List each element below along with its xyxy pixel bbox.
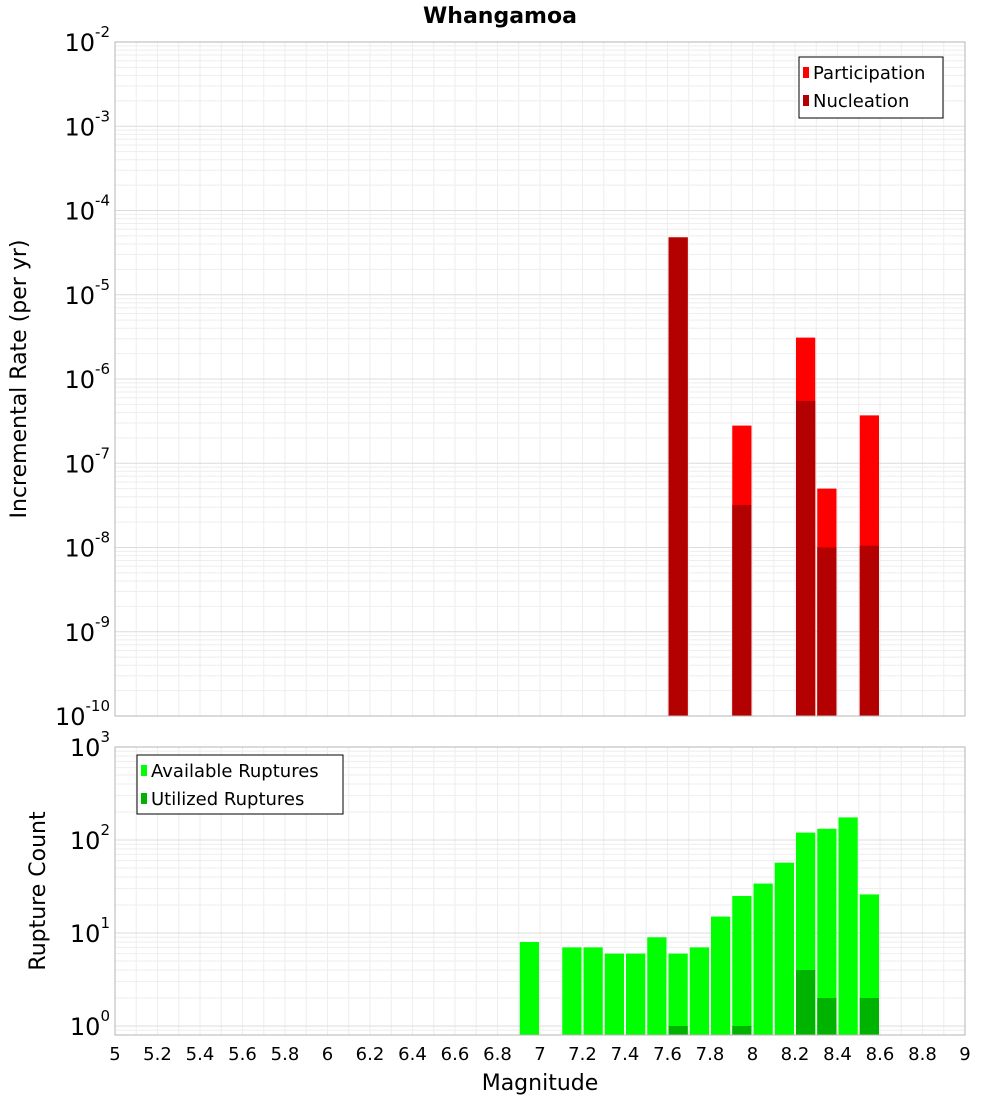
nucleation-bar [668, 237, 688, 717]
y-tick-label: 10-10 [55, 697, 110, 731]
x-tick-label: 8.8 [908, 1044, 937, 1065]
available-ruptures-bar [562, 947, 582, 1035]
legend-label: Utilized Ruptures [151, 789, 304, 810]
y-tick-label: 101 [70, 914, 110, 948]
y-tick-label: 10-6 [64, 360, 110, 394]
x-tick-label: 5.6 [228, 1044, 257, 1065]
top-bars [668, 237, 879, 717]
top-panel: 10-2 10-3 10-4 10-5 10-6 10-7 10-8 10-9 10-10 In… [7, 23, 966, 731]
utilized-ruptures-bar [796, 969, 816, 1035]
bottom-y-tick-labels: 103 102 101 100 [70, 728, 110, 1041]
top-grid [114, 42, 966, 717]
legend-swatch [141, 793, 147, 804]
x-tick-label: 6.4 [398, 1044, 427, 1065]
utilized-ruptures-bar [817, 997, 837, 1035]
y-tick-label: 10-2 [64, 23, 110, 57]
y-tick-label: 10-5 [64, 276, 110, 310]
bottom-bars [519, 817, 879, 1035]
x-axis-label: Magnitude [482, 1071, 599, 1096]
x-tick-label: 7.6 [653, 1044, 682, 1065]
legend-label: Nucleation [813, 91, 909, 112]
utilized-ruptures-bar [859, 997, 879, 1035]
x-tick-label: 7 [534, 1044, 545, 1065]
x-tick-label: 8.4 [823, 1044, 852, 1065]
y-tick-label: 10-4 [64, 192, 110, 226]
available-ruptures-bar [519, 942, 539, 1035]
available-ruptures-bar [711, 916, 731, 1035]
legend-box [136, 754, 344, 815]
y-tick-label: 10-8 [64, 529, 110, 563]
available-ruptures-bar [668, 953, 688, 1035]
x-tick-label: 6.8 [483, 1044, 512, 1065]
x-tick-label: 6.2 [356, 1044, 385, 1065]
available-ruptures-bar [774, 862, 794, 1035]
bottom-y-axis-label: Rupture Count [26, 811, 51, 971]
legend-box [798, 56, 944, 119]
available-ruptures-bar [732, 895, 752, 1035]
available-ruptures-bar [838, 817, 858, 1035]
bottom-plot-border [114, 746, 966, 1036]
x-tick-label: 6 [322, 1044, 333, 1065]
x-tick-label: 6.6 [441, 1044, 470, 1065]
x-tick-label: 7.2 [568, 1044, 597, 1065]
nucleation-bar [817, 547, 837, 716]
nucleation-bar [732, 504, 752, 716]
x-tick-label: 7.8 [696, 1044, 725, 1065]
top-legend: Participation Nucleation [798, 56, 944, 119]
y-tick-label: 100 [70, 1007, 110, 1041]
y-tick-label: 10-7 [64, 444, 110, 478]
available-ruptures-bar [753, 883, 773, 1035]
nucleation-bar [796, 400, 816, 716]
x-tick-label: 8.6 [866, 1044, 895, 1065]
y-tick-label: 10-3 [64, 107, 110, 141]
chart-title: Whangamoa [423, 4, 577, 29]
utilized-ruptures-bar [732, 1025, 752, 1035]
top-plot-border [114, 41, 966, 717]
x-tick-label: 7.4 [611, 1044, 640, 1065]
y-tick-label: 10-9 [64, 613, 110, 647]
x-tick-label: 5.4 [186, 1044, 215, 1065]
y-tick-label: 102 [70, 821, 110, 855]
bottom-panel: 103 102 101 100 Rupture Count Available Rup… [26, 728, 971, 1065]
y-tick-label: 103 [70, 728, 110, 762]
available-ruptures-bar [604, 953, 624, 1035]
x-tick-label: 9 [959, 1044, 970, 1065]
available-ruptures-bar [817, 828, 837, 1035]
available-ruptures-bar [583, 947, 603, 1035]
bottom-legend: Available Ruptures Utilized Ruptures [136, 754, 344, 815]
nucleation-bar [859, 545, 879, 716]
utilized-ruptures-bar [668, 1025, 688, 1035]
top-y-axis-label: Incremental Rate (per yr) [7, 240, 32, 519]
available-ruptures-bar [626, 953, 646, 1035]
legend-label: Participation [813, 63, 925, 84]
legend-swatch [141, 765, 147, 776]
x-tick-label: 5.8 [271, 1044, 300, 1065]
legend-swatch [803, 95, 809, 106]
x-tick-label: 5.2 [143, 1044, 172, 1065]
x-tick-labels: 5 5.2 5.4 5.6 5.8 6 6.2 6.4 6.6 6.8 7 7.2 7.4 7.6 7.8 8… [109, 1044, 970, 1065]
legend-swatch [803, 67, 809, 78]
available-ruptures-bar [689, 947, 709, 1035]
available-ruptures-bar [647, 937, 667, 1035]
x-tick-label: 5 [109, 1044, 120, 1065]
legend-label: Available Ruptures [151, 761, 319, 782]
x-tick-label: 8 [747, 1044, 758, 1065]
x-tick-label: 8.2 [781, 1044, 810, 1065]
top-y-tick-labels: 10-2 10-3 10-4 10-5 10-6 10-7 10-8 10-9 10-10 [55, 23, 110, 731]
